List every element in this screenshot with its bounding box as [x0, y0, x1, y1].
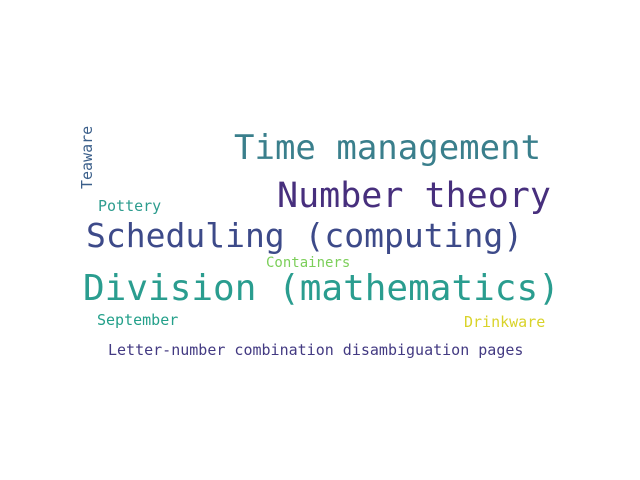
word-drinkware: Drinkware	[464, 313, 546, 331]
word-containers: Containers	[266, 255, 351, 271]
word-september: September	[97, 311, 179, 329]
word-division-mathematics: Division (mathematics)	[83, 268, 560, 309]
word-time-management: Time management	[234, 128, 542, 168]
word-number-theory: Number theory	[277, 176, 551, 216]
word-letter-number-combination: Letter-number combination disambiguation…	[108, 341, 524, 359]
word-scheduling-computing: Scheduling (computing)	[86, 216, 524, 255]
word-teaware: Teaware	[78, 125, 96, 189]
word-pottery: Pottery	[98, 197, 162, 215]
